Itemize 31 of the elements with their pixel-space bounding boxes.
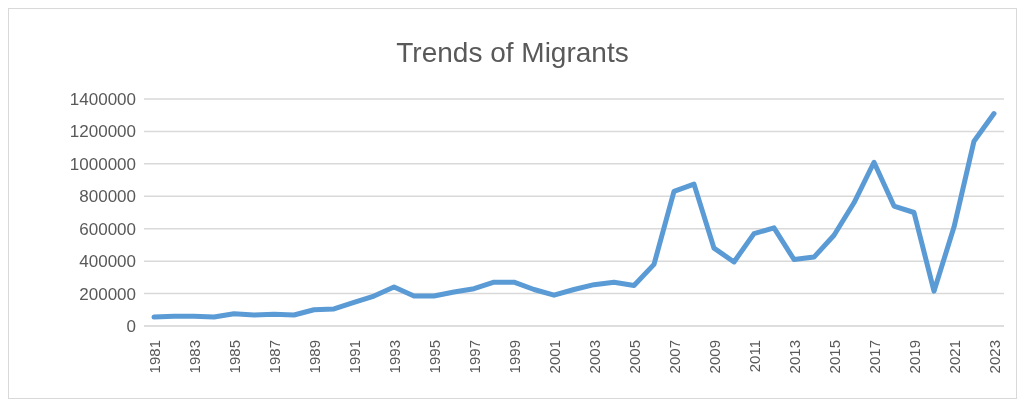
x-tick-label: 1997 xyxy=(465,340,483,374)
x-tick-label: 1989 xyxy=(305,340,323,374)
x-tick-label: 2009 xyxy=(705,340,723,374)
x-tick-label: 1999 xyxy=(505,340,523,374)
y-tick-label: 600000 xyxy=(79,219,136,239)
x-tick-label: 2023 xyxy=(985,340,1003,374)
x-tick-label: 2019 xyxy=(905,340,923,374)
x-tick-label: 1987 xyxy=(265,340,283,374)
x-tick-label: 2003 xyxy=(585,340,603,374)
y-tick-label: 1200000 xyxy=(69,122,136,142)
x-tick-label: 1991 xyxy=(345,340,363,374)
y-tick-label: 1400000 xyxy=(69,90,136,110)
x-tick-label: 1985 xyxy=(225,340,243,374)
y-tick-label: 1000000 xyxy=(69,154,136,174)
y-tick-label: 200000 xyxy=(79,284,136,304)
x-tick-label: 1993 xyxy=(385,340,403,374)
x-tick-label: 2007 xyxy=(665,340,683,374)
y-tick-label: 0 xyxy=(126,317,136,337)
y-tick-label: 800000 xyxy=(79,187,136,207)
x-tick-label: 2001 xyxy=(545,340,563,374)
x-tick-label: 1981 xyxy=(145,340,163,374)
x-tick-label: 2011 xyxy=(745,340,763,373)
x-tick-label: 1983 xyxy=(185,340,203,374)
x-tick-label: 2005 xyxy=(625,340,643,374)
x-tick-label: 2015 xyxy=(825,340,843,374)
x-tick-label: 2013 xyxy=(785,340,803,374)
y-tick-label: 400000 xyxy=(79,252,136,272)
chart-title: Trends of Migrants xyxy=(395,37,630,69)
x-tick-label: 1995 xyxy=(425,340,443,374)
x-tick-label: 2017 xyxy=(865,340,883,374)
x-tick-label: 2021 xyxy=(945,340,963,374)
